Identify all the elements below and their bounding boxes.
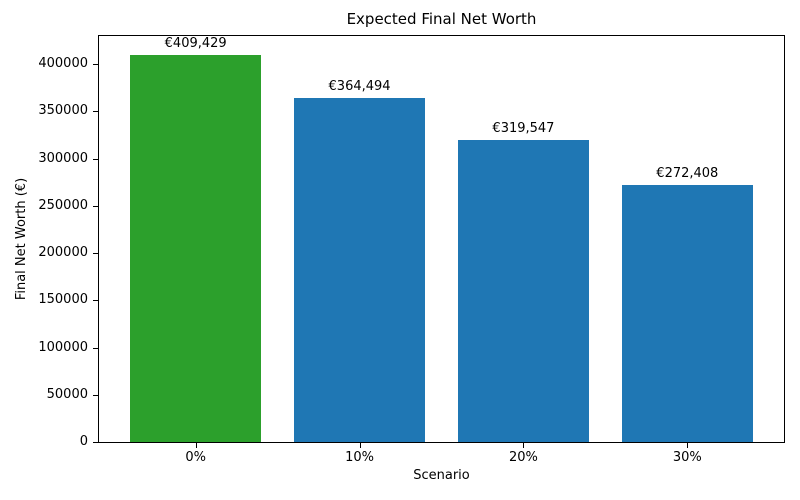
bar-10% — [294, 97, 426, 442]
bar-value-label: €319,547 — [492, 121, 555, 137]
y-axis-label: Final Net Worth (€) — [14, 177, 29, 301]
bar-0% — [130, 55, 262, 442]
y-tick-mark — [93, 253, 98, 255]
x-axis-label: Scenario — [413, 468, 470, 483]
plot-area: €409,429 €364,494 €319,547 €272,408 — [98, 35, 785, 443]
x-tick-label: 30% — [672, 450, 702, 465]
y-tick-label: 300000 — [38, 150, 88, 166]
y-tick-label: 200000 — [38, 245, 88, 261]
y-tick-label: 100000 — [38, 339, 88, 355]
chart-title: Expected Final Net Worth — [346, 10, 537, 28]
x-tick-mark — [359, 443, 361, 448]
y-tick-label: 50000 — [46, 386, 88, 402]
y-tick-mark — [93, 64, 98, 66]
bar-value-label: €272,408 — [656, 165, 719, 181]
y-tick-mark — [93, 205, 98, 207]
y-tick-mark — [93, 394, 98, 396]
bar-30% — [621, 184, 753, 442]
y-tick-mark — [93, 111, 98, 113]
x-tick-label: 20% — [508, 450, 538, 465]
x-tick-mark — [195, 443, 197, 448]
bar-20% — [457, 140, 589, 442]
y-tick-label: 0 — [79, 434, 88, 449]
bar-value-label: €409,429 — [164, 36, 227, 52]
x-tick-mark — [523, 443, 525, 448]
bar-value-label: €364,494 — [328, 78, 391, 94]
y-tick-mark — [93, 300, 98, 302]
y-tick-label: 250000 — [38, 197, 88, 213]
x-tick-mark — [687, 443, 689, 448]
x-tick-label: 0% — [185, 450, 206, 465]
y-tick-label: 350000 — [38, 103, 88, 119]
y-tick-mark — [93, 347, 98, 349]
y-tick-mark — [93, 158, 98, 160]
y-tick-label: 400000 — [38, 56, 88, 72]
y-tick-label: 150000 — [38, 292, 88, 308]
x-tick-label: 10% — [345, 450, 374, 465]
y-tick-mark — [93, 442, 98, 443]
